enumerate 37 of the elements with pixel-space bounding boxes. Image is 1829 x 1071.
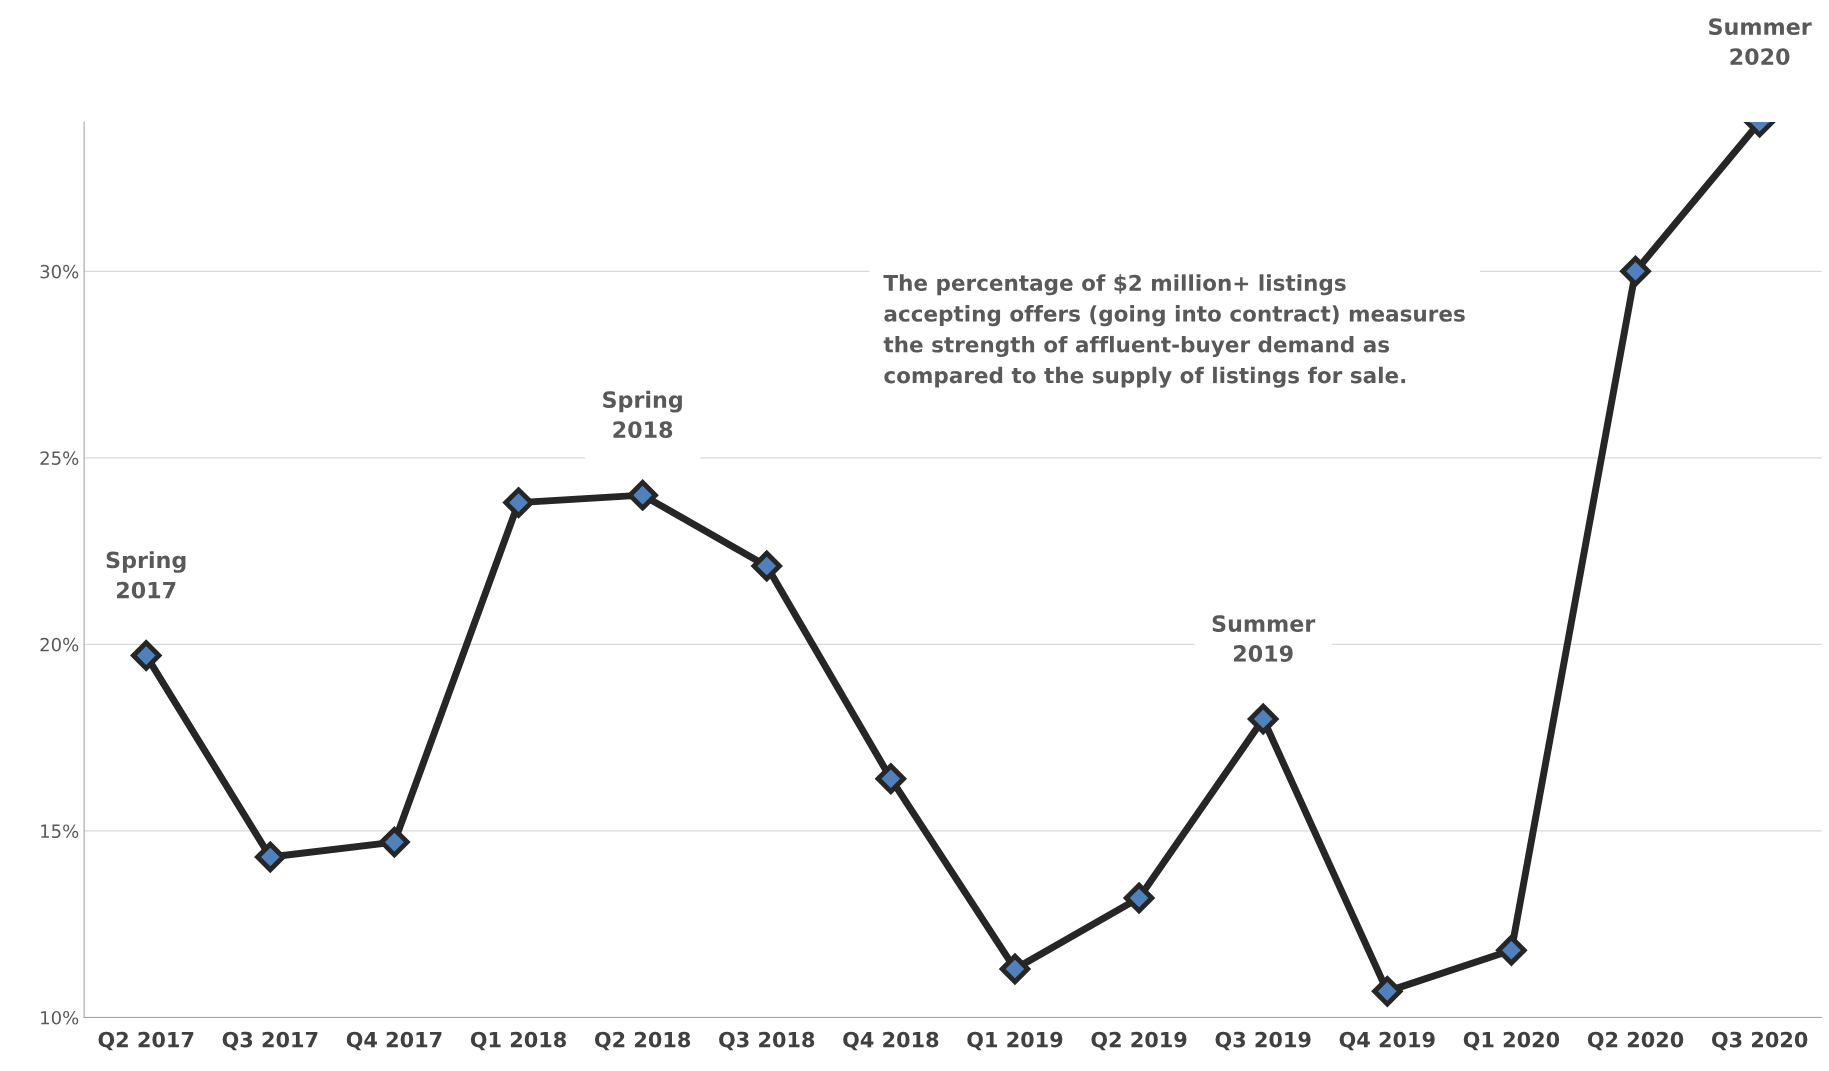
- point: [255, 841, 286, 873]
- point: [379, 826, 410, 858]
- point: [627, 479, 658, 511]
- x-tick-label: Q4 2018: [843, 1031, 939, 1051]
- x-tick-label: Q2 2017: [98, 1031, 194, 1051]
- x-tick-label: Q3 2018: [719, 1031, 815, 1051]
- x-tick-label: Q1 2018: [470, 1031, 566, 1051]
- y-tick-label: 30%: [40, 264, 79, 279]
- point: [1372, 976, 1403, 1007]
- annotation: Summer 2020: [1709, 18, 1812, 66]
- x-tick-label: Q2 2019: [1091, 1031, 1187, 1051]
- point: [1123, 882, 1155, 914]
- x-tick-label: Q1 2019: [967, 1031, 1063, 1051]
- x-tick-label: Q3 2020: [1711, 1031, 1808, 1051]
- annotation: Spring 2017: [106, 551, 186, 599]
- point: [1247, 703, 1279, 735]
- y-tick-label: 20%: [40, 637, 79, 652]
- annotation: Summer 2019: [1212, 615, 1316, 662]
- x-tick-label: Q2 2018: [594, 1031, 691, 1051]
- y-tick-label: 15%: [41, 824, 79, 839]
- x-tick-label: Q3 2017: [222, 1031, 318, 1051]
- point: [1496, 935, 1527, 966]
- y-tick-label: 10%: [41, 1010, 79, 1025]
- x-tick-label: Q4 2019: [1339, 1031, 1435, 1051]
- point: [1620, 256, 1651, 287]
- point: [503, 487, 534, 518]
- x-tick-label: Q4 2017: [346, 1031, 442, 1051]
- point: [751, 550, 782, 582]
- x-tick-label: Q2 2020: [1587, 1031, 1684, 1051]
- y-tick-label: 25%: [40, 451, 79, 465]
- point: [999, 953, 1031, 985]
- point: [130, 640, 162, 671]
- x-tick-label: Q1 2020: [1463, 1031, 1560, 1051]
- point: [875, 763, 907, 794]
- annotation: Spring 2018: [603, 390, 682, 439]
- annotation: The percentage of $2 million+ listings accepting offers (going into contract) measures the strength of affluent-buyer demand as compared to the supply of listings for sale.: [883, 274, 1465, 388]
- x-tick-label: Q3 2019: [1215, 1031, 1311, 1051]
